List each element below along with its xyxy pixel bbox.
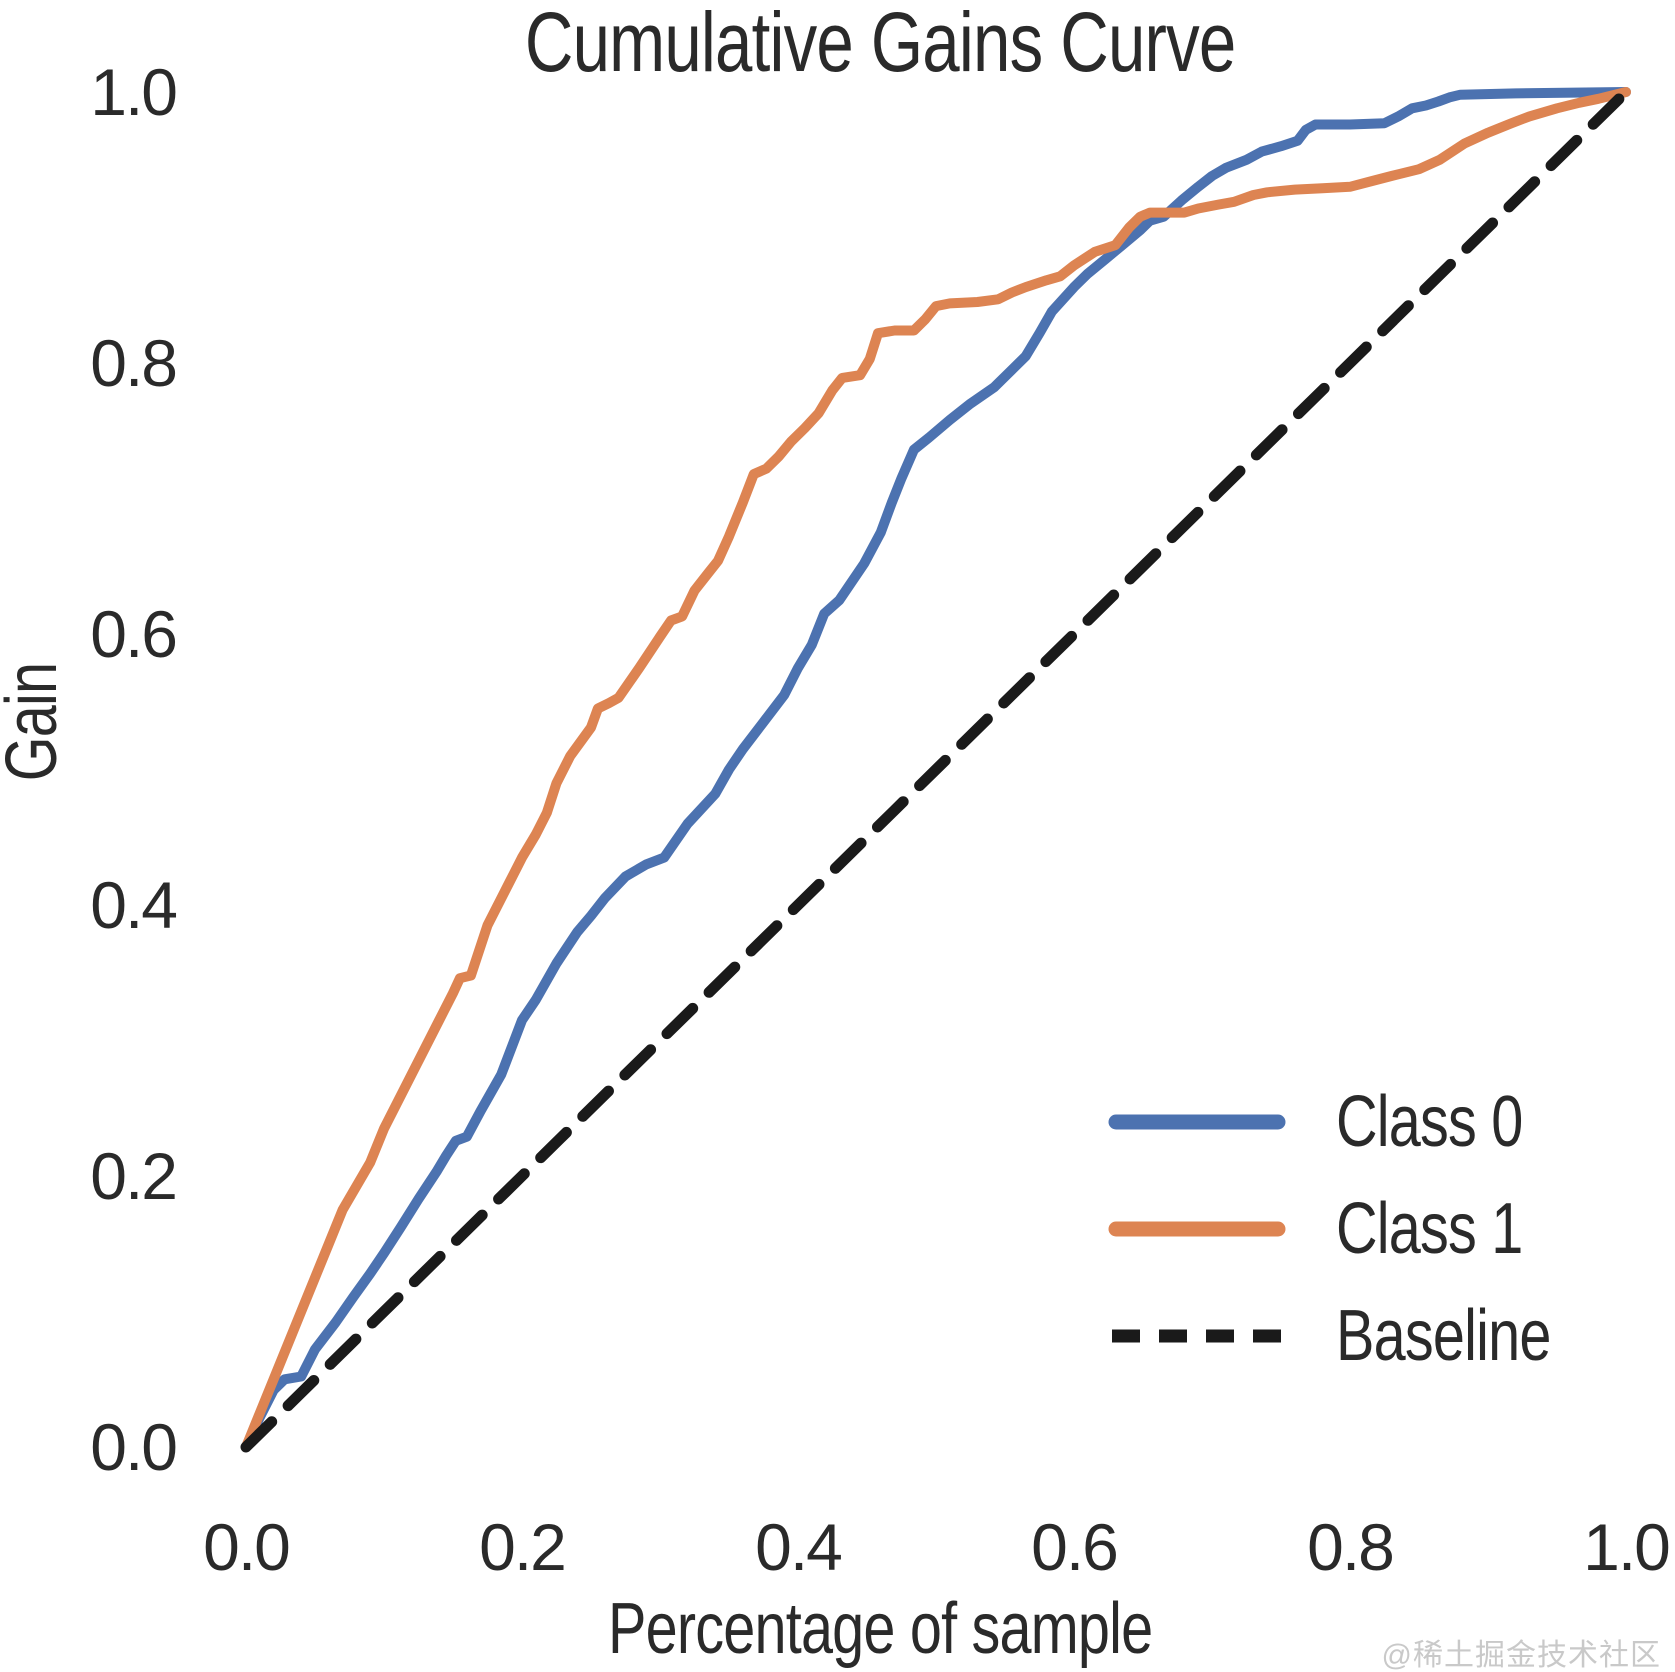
x-tick-label-0.4: 0.4 [755,1510,843,1584]
y-tick-label-0.8: 0.8 [90,326,178,400]
y-tick-label-1.0: 1.0 [90,55,178,129]
legend-item-class0: Class 0 [1108,1068,1578,1175]
chart-title: Cumulative Gains Curve [524,0,1236,89]
y-tick-label-0.6: 0.6 [90,597,178,671]
x-tick-label-0.2: 0.2 [479,1510,567,1584]
watermark: @稀土掘金技术社区 [1381,1639,1661,1672]
legend-label-class0: Class 0 [1336,1081,1523,1162]
class1-curve [241,87,1631,1452]
legend-label-baseline: Baseline [1336,1295,1551,1376]
class1-line-swatch [1108,1221,1286,1236]
baseline-curve [240,86,1632,1453]
x-tick-label-0.6: 0.6 [1031,1510,1119,1584]
legend-item-class1: Class 1 [1108,1175,1578,1282]
legend: Class 0 Class 1 Baseline [1108,1068,1578,1389]
x-tick-label-0.0: 0.0 [203,1510,291,1584]
y-tick-label-0.0: 0.0 [90,1410,178,1484]
class0-curve [241,87,1631,1452]
x-tick-label-0.8: 0.8 [1307,1510,1395,1584]
legend-label-class1: Class 1 [1336,1188,1523,1269]
y-tick-label-0.2: 0.2 [90,1139,178,1213]
x-axis-label: Percentage of sample [607,1589,1153,1669]
legend-item-baseline: Baseline [1108,1282,1578,1389]
class0-line-swatch [1108,1114,1286,1129]
x-tick-label-1.0: 1.0 [1583,1510,1671,1584]
baseline-line-swatch [1112,1329,1282,1342]
y-tick-label-0.4: 0.4 [90,868,178,942]
